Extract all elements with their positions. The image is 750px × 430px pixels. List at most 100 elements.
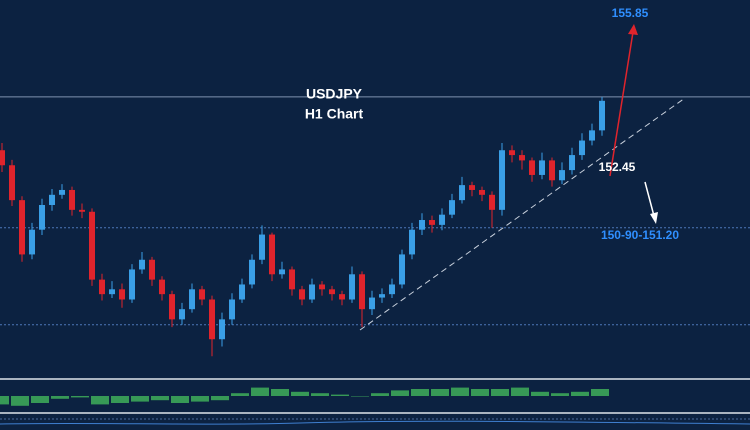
support-label: 152.45 [599, 160, 636, 174]
candle-body [189, 289, 195, 310]
candle-body [159, 279, 165, 295]
candle-body [409, 229, 415, 255]
candle-body [459, 185, 465, 201]
oscillator-bar [51, 396, 69, 399]
candle-body [589, 130, 595, 141]
candle-body [179, 309, 185, 320]
up-arrow [609, 31, 634, 177]
candle-body [259, 234, 265, 260]
candle-body [79, 209, 85, 212]
candle-body [489, 194, 495, 210]
oscillator-bar [471, 389, 489, 396]
candle-body [269, 234, 275, 275]
oscillator-bar [151, 396, 169, 401]
candle-body [19, 200, 25, 255]
candle-body [9, 165, 15, 201]
candle-body [69, 189, 75, 210]
down-arrow-head [650, 212, 658, 224]
oscillator-bar [531, 391, 549, 396]
chart-title: USDJPY [306, 86, 363, 102]
target-label: 155.85 [612, 6, 649, 20]
oscillator-bar [351, 396, 369, 397]
candle-body [499, 150, 505, 210]
oscillator-bar [371, 393, 389, 396]
candle-body [39, 204, 45, 230]
candle-body [399, 254, 405, 285]
oscillator-bar [11, 396, 29, 406]
trend-line [359, 97, 686, 331]
oscillator-bar [431, 389, 449, 396]
candle-body [0, 150, 5, 166]
candle-body [319, 284, 325, 290]
oscillator-bar [111, 396, 129, 403]
candle-body [419, 220, 425, 230]
oscillator-bar [171, 396, 189, 403]
candle-body [219, 319, 225, 340]
oscillator-bar [71, 396, 89, 398]
candle-body [429, 220, 435, 225]
candle-body [89, 211, 95, 280]
level-label: 150-90-151.20 [601, 228, 679, 242]
oscillator-bar [291, 391, 309, 396]
candle-body [539, 160, 545, 175]
oscillator-bar [511, 387, 529, 396]
oscillator-bar [551, 393, 569, 396]
candle-body [369, 297, 375, 310]
candle-body [29, 229, 35, 255]
candle-body [59, 189, 65, 195]
candle-body [599, 100, 605, 131]
oscillator-bar [491, 389, 509, 396]
candle-body [379, 294, 385, 298]
oscillator-bar [391, 390, 409, 396]
candle-body [349, 274, 355, 300]
candle-body [359, 274, 365, 310]
oscillator-bar [191, 396, 209, 402]
candle-body [389, 284, 395, 295]
candle-body [249, 259, 255, 285]
candle-body [559, 170, 565, 181]
candle-body [569, 155, 575, 171]
oscillator-bar [311, 393, 329, 396]
candle-body [449, 200, 455, 215]
candle-body [519, 155, 525, 161]
candle-body [149, 259, 155, 280]
candle-body [439, 214, 445, 225]
oscillator-bar [131, 396, 149, 402]
candle-body [139, 259, 145, 270]
candle-body [579, 140, 585, 156]
oscillator-bar [211, 396, 229, 401]
down-arrow [644, 181, 655, 217]
candle-body [309, 284, 315, 300]
oscillator-bar [251, 387, 269, 396]
oscillator-bar [231, 393, 249, 396]
candle-body [119, 289, 125, 300]
candle-body [479, 189, 485, 195]
oscillator-bar [571, 391, 589, 396]
candle-body [299, 289, 305, 300]
candle-body [99, 279, 105, 295]
candle-body [339, 294, 345, 300]
chart-subtitle: H1 Chart [305, 106, 364, 122]
candle-body [329, 289, 335, 295]
candle-body [229, 299, 235, 320]
candle-body [109, 289, 115, 295]
oscillator-bar [91, 396, 109, 405]
candle-body [239, 284, 245, 300]
oscillator-bar [271, 389, 289, 396]
oscillator-bar [331, 394, 349, 396]
oscillator-bar [451, 387, 469, 396]
up-arrow-head [628, 24, 638, 35]
candle-body [129, 269, 135, 300]
oscillator-bar [411, 389, 429, 396]
candle-body [279, 269, 285, 275]
oscillator-bar [0, 396, 9, 405]
indicator-line [0, 420, 750, 425]
candle-body [469, 185, 475, 190]
candle-body [529, 160, 535, 175]
candle-body [549, 160, 555, 181]
candle-body [199, 289, 205, 300]
oscillator-bar [591, 389, 609, 396]
candle-body [209, 299, 215, 340]
